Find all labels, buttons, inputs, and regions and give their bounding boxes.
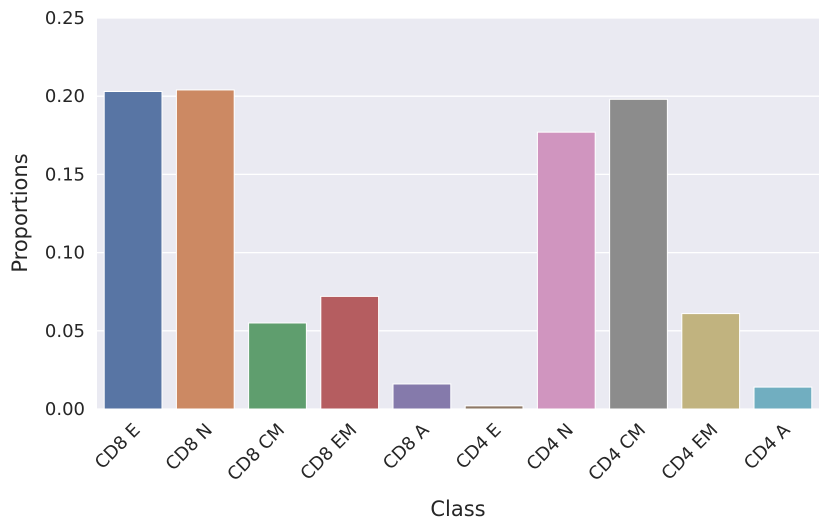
- x-tick-label: CD4 N: [523, 420, 578, 475]
- bar-cd4-em: [681, 313, 741, 410]
- y-tick-label: 0.15: [45, 164, 85, 185]
- bar-cd8-a: [392, 383, 452, 410]
- y-tick-label: 0.20: [45, 86, 85, 107]
- bar-cd4-n: [536, 131, 596, 410]
- bar-cd4-e: [464, 405, 524, 410]
- bar-cd8-n: [175, 89, 235, 410]
- x-tick-label: CD8 EM: [297, 420, 362, 485]
- bar-cd8-cm: [248, 322, 307, 410]
- y-axis-label: Proportions: [8, 153, 32, 272]
- y-tick-label: 0.05: [45, 321, 85, 342]
- bar-cd8-em: [320, 295, 380, 410]
- bar-cd4-cm: [609, 98, 668, 410]
- x-tick-label: CD4 E: [452, 420, 506, 474]
- y-tick-label: 0.25: [45, 8, 85, 29]
- x-tick-label: CD4 CM: [584, 420, 650, 486]
- y-tick-label: 0.00: [45, 399, 85, 420]
- x-tick-label: CD4 A: [740, 419, 795, 474]
- x-tick-label: CD8 E: [91, 420, 145, 474]
- x-tick-labels: CD8 E CD8 N CD8 CM CD8 EM CD8 A CD4 E CD4 N CD4…: [91, 419, 795, 485]
- bar-cd8-e: [103, 91, 163, 410]
- bar-cd4-a: [753, 386, 813, 410]
- x-tick-label: CD8 A: [379, 419, 434, 474]
- bars: [103, 89, 813, 410]
- x-tick-label: CD8 CM: [223, 420, 289, 486]
- x-tick-label: CD4 EM: [658, 420, 723, 485]
- x-tick-label: CD8 N: [162, 420, 217, 475]
- y-tick-labels: 0.00 0.05 0.10 0.15 0.20 0.25: [45, 8, 85, 420]
- y-tick-label: 0.10: [45, 243, 85, 264]
- x-axis-label: Class: [430, 497, 485, 521]
